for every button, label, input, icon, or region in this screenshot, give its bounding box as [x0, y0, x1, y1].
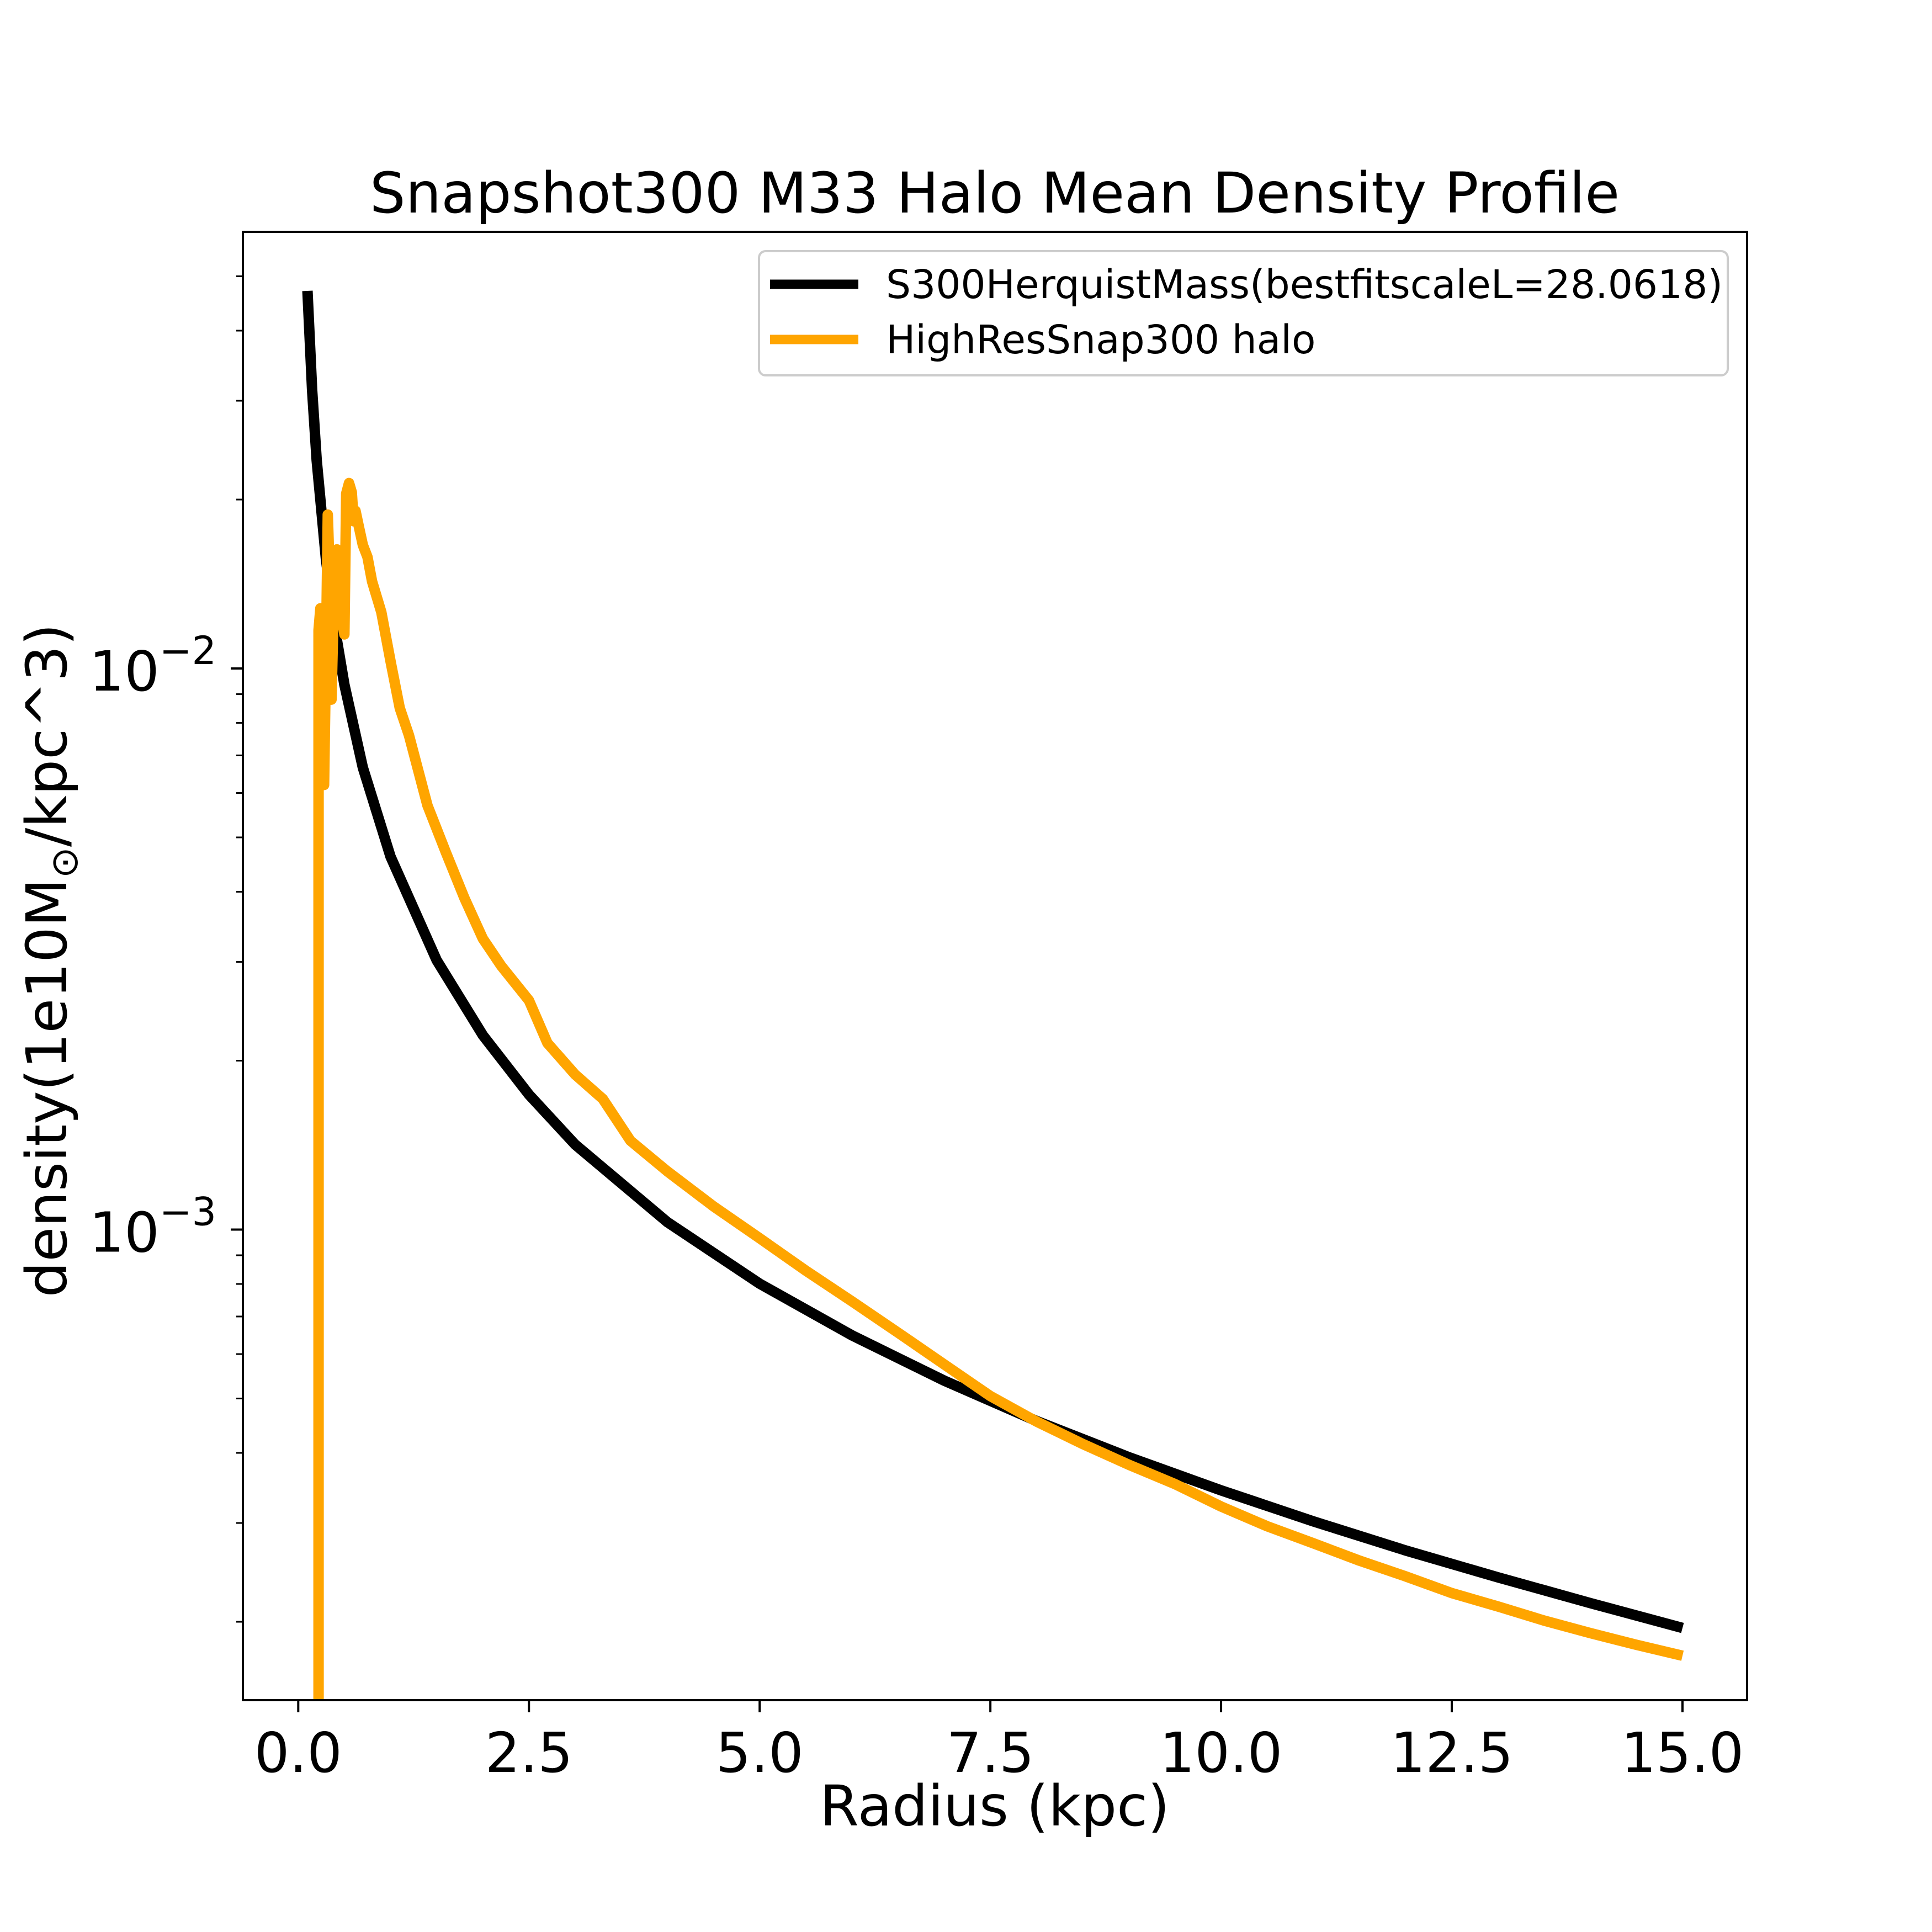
legend-label-series-0: S300HerquistMass(bestfitscaleL=28.0618) [886, 262, 1723, 307]
y-tick-label: 10−2 [89, 628, 216, 704]
x-tick-label: 15.0 [1621, 1721, 1744, 1785]
y-tick-label: 10−3 [89, 1190, 216, 1265]
x-tick-label: 2.5 [485, 1721, 573, 1785]
y-axis-label-suffix: /kpc^3) [14, 624, 80, 847]
y-axis-ticks: 10−2 10−3 [89, 628, 243, 1265]
y-axis-label-prefix: density(1e10M [14, 878, 80, 1297]
chart-title: Snapshot300 M33 Halo Mean Density Profil… [370, 161, 1620, 226]
x-tick-label: 12.5 [1390, 1721, 1514, 1785]
plot-frame [242, 231, 1748, 1701]
series-line-1 [313, 477, 1684, 1700]
x-tick-label: 7.5 [947, 1721, 1034, 1785]
x-axis-label: Radius (kpc) [820, 1774, 1170, 1839]
legend-frame [758, 250, 1729, 376]
x-tick-label: 10.0 [1160, 1721, 1283, 1785]
x-tick-label: 0.0 [254, 1721, 342, 1785]
legend: S300HerquistMass(bestfitscaleL=28.0618) … [758, 250, 1729, 376]
series-lines [302, 290, 1684, 1700]
x-axis-ticks: 0.0 2.5 5.0 7.5 10.0 12.5 15.0 [254, 1700, 1744, 1785]
plot-area [242, 231, 1748, 1701]
y-axis-label-sun-symbol: ⊙ [43, 847, 87, 878]
legend-label-series-1: HighResSnap300 halo [886, 317, 1315, 363]
y-minor-ticks [236, 275, 243, 1623]
x-tick-label: 5.0 [716, 1721, 804, 1785]
y-axis-label: density(1e10M⊙/kpc^3) [14, 624, 87, 1298]
